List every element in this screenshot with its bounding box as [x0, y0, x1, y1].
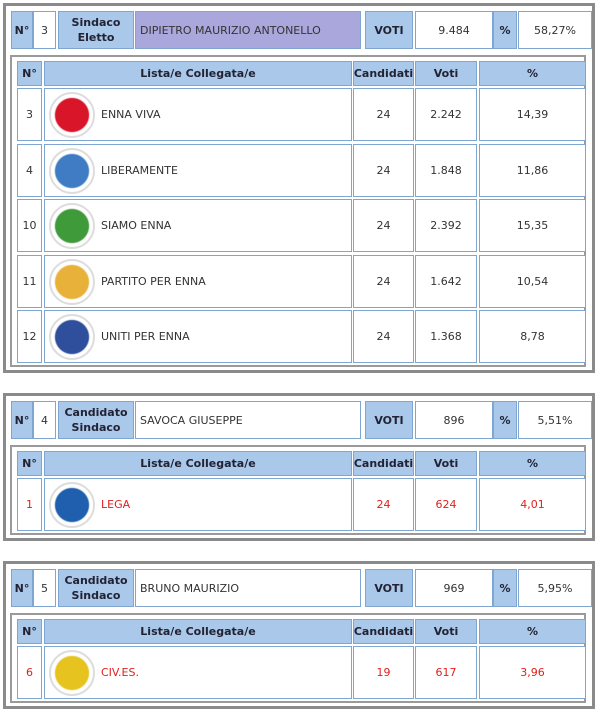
- cell-pct: 14,39: [479, 88, 586, 141]
- header-number: 5: [33, 569, 56, 607]
- cell-pct: 3,96: [479, 646, 586, 699]
- header-votes-label: VOTI: [365, 401, 413, 439]
- column-header: Lista/e Collegata/e: [44, 61, 352, 86]
- column-header: %: [479, 61, 586, 86]
- header-name: BRUNO MAURIZIO: [135, 569, 361, 607]
- cell-list: SIAMO ENNA: [44, 199, 352, 252]
- column-header: Voti: [415, 451, 477, 476]
- cell-pct: 8,78: [479, 310, 586, 363]
- list-logo: [49, 203, 95, 249]
- header-role: Candidato Sindaco: [58, 401, 134, 439]
- cell-votes: 1.848: [415, 143, 477, 197]
- list-name: ENNA VIVA: [101, 108, 161, 121]
- column-header: Lista/e Collegata/e: [44, 619, 352, 644]
- list-name: SIAMO ENNA: [101, 219, 172, 232]
- header-name: SAVOCA GIUSEPPE: [135, 401, 361, 439]
- list-name: UNITI PER ENNA: [101, 330, 190, 343]
- cell-n: 12: [17, 310, 42, 363]
- list-logo: [49, 482, 95, 528]
- list-name: CIV.ES.: [101, 666, 139, 679]
- header-pct-label: %: [493, 401, 517, 439]
- column-header: N°: [17, 619, 42, 644]
- header-votes-label: VOTI: [365, 11, 413, 49]
- header-pct: 5,95%: [518, 569, 592, 607]
- header-n-label: N°: [11, 569, 33, 607]
- cell-candidates: 19: [353, 646, 414, 699]
- cell-list: ENNA VIVA: [44, 88, 352, 141]
- list-name: LEGA: [101, 498, 131, 511]
- list-name: PARTITO PER ENNA: [101, 274, 206, 288]
- header-votes: 969: [415, 569, 493, 607]
- header-role: Sindaco Eletto: [58, 11, 134, 49]
- lists-table: N° Lista/e Collegata/e Candidati Voti% 1 LEGA…: [10, 445, 586, 535]
- list-logo: [49, 147, 95, 194]
- list-logo: [49, 650, 95, 696]
- header-number: 4: [33, 401, 56, 439]
- column-header: Candidati: [353, 619, 414, 644]
- list-logo: [49, 92, 95, 138]
- cell-n: 4: [17, 143, 42, 197]
- header-name: DIPIETRO MAURIZIO ANTONELLO: [135, 11, 361, 49]
- header-votes: 9.484: [415, 11, 493, 49]
- header-number: 3: [33, 11, 56, 49]
- cell-votes: 2.242: [415, 88, 477, 141]
- list-block: N° 3 Sindaco Eletto DIPIETRO MAURIZIO ANTON…: [3, 3, 595, 373]
- cell-votes: 624: [415, 478, 477, 531]
- list-block: N° 4 Candidato Sindaco SAVOCA GIUSEPPE VOTI 8…: [3, 393, 595, 541]
- cell-list: PARTITO PER ENNA: [44, 254, 352, 308]
- header-pct-label: %: [493, 11, 517, 49]
- cell-votes: 1.368: [415, 310, 477, 363]
- lists-table: N° Lista/e Collegata/e Candidati Voti% 6 CIV.…: [10, 613, 586, 703]
- cell-candidates: 24: [353, 478, 414, 531]
- column-header: Voti: [415, 61, 477, 86]
- cell-list: UNITI PER ENNA: [44, 310, 352, 363]
- header-pct: 58,27%: [518, 11, 592, 49]
- header-votes-label: VOTI: [365, 569, 413, 607]
- list-name: LIBERAMENTE: [101, 163, 178, 177]
- cell-candidates: 24: [353, 143, 414, 197]
- header-pct-label: %: [493, 569, 517, 607]
- cell-pct: 15,35: [479, 199, 586, 252]
- column-header: N°: [17, 451, 42, 476]
- column-header: Candidati: [353, 451, 414, 476]
- cell-votes: 617: [415, 646, 477, 699]
- column-header: Lista/e Collegata/e: [44, 451, 352, 476]
- lists-table: N° Lista/e Collegata/e Candidati Voti% 3 ENNA…: [10, 55, 586, 367]
- column-header: %: [479, 451, 586, 476]
- cell-n: 1: [17, 478, 42, 531]
- cell-votes: 2.392: [415, 199, 477, 252]
- cell-list: LIBERAMENTE: [44, 143, 352, 197]
- list-block: N° 5 Candidato Sindaco BRUNO MAURIZIO VOTI 96…: [3, 561, 595, 709]
- cell-n: 11: [17, 254, 42, 308]
- cell-pct: 4,01: [479, 478, 586, 531]
- column-header: N°: [17, 61, 42, 86]
- cell-list: LEGA: [44, 478, 352, 531]
- header-n-label: N°: [11, 11, 33, 49]
- cell-candidates: 24: [353, 199, 414, 252]
- cell-candidates: 24: [353, 88, 414, 141]
- list-logo: [49, 258, 95, 305]
- cell-n: 3: [17, 88, 42, 141]
- header-pct: 5,51%: [518, 401, 592, 439]
- cell-votes: 1.642: [415, 254, 477, 308]
- header-votes: 896: [415, 401, 493, 439]
- cell-pct: 10,54: [479, 254, 586, 308]
- cell-candidates: 24: [353, 310, 414, 363]
- header-role: Candidato Sindaco: [58, 569, 134, 607]
- cell-list: CIV.ES.: [44, 646, 352, 699]
- cell-candidates: 24: [353, 254, 414, 308]
- cell-n: 6: [17, 646, 42, 699]
- list-logo: [49, 314, 95, 360]
- column-header: %: [479, 619, 586, 644]
- header-n-label: N°: [11, 401, 33, 439]
- column-header: Voti: [415, 619, 477, 644]
- cell-n: 10: [17, 199, 42, 252]
- cell-pct: 11,86: [479, 143, 586, 197]
- column-header: Candidati: [353, 61, 414, 86]
